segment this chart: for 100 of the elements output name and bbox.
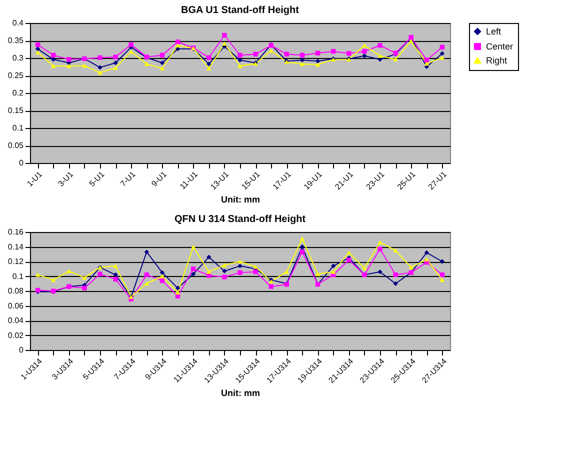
point [238,64,242,68]
point [190,266,196,272]
x-axis-title: Unit: mm [221,194,260,205]
point [50,278,56,282]
point [362,54,367,58]
point [238,264,242,268]
y-tick-label: 0.12 [8,257,24,266]
point [113,66,118,70]
point [35,46,40,52]
point [268,48,274,53]
y-tick-label: 0.02 [8,330,24,340]
point [362,43,367,48]
point [378,240,382,244]
point [222,274,227,280]
point [253,264,258,269]
point [330,270,336,274]
point [424,58,430,62]
y-tick-label: 0.1 [12,272,24,281]
point [315,50,320,56]
point [190,272,196,276]
point [144,62,150,66]
point [206,254,212,260]
point [346,258,352,262]
y-tick-label: 0.25 [8,71,24,80]
point [98,55,102,60]
point [440,56,445,60]
point [113,276,118,282]
point [175,290,180,295]
point [128,42,134,48]
legend-label: Right [486,56,508,66]
point [66,57,72,62]
point [393,57,398,62]
point [98,65,102,70]
point [222,32,227,38]
point [378,246,382,252]
point [393,272,398,278]
point [113,272,118,278]
point [50,52,56,58]
point [300,58,305,62]
point [82,276,87,280]
point [35,42,40,48]
legend-label: Center [486,42,514,52]
point [144,282,150,286]
point [113,264,118,268]
chart-title: QFN U 314 Stand-off Height [174,214,306,225]
point [113,60,118,66]
point [175,43,180,48]
point [160,278,165,284]
y-tick-label: 0.14 [8,242,24,252]
point [362,49,367,54]
point [190,244,196,249]
point [346,51,352,56]
point [238,52,242,58]
point [160,52,165,58]
point [424,250,430,255]
y-tick-label: 0.2 [12,88,24,98]
point [300,244,305,250]
x-axis-title: Unit: mm [221,388,260,398]
point [206,270,212,274]
y-tick-label: 0.15 [8,106,24,115]
y-tick-label: 0.4 [12,18,24,28]
point [98,272,102,276]
point [378,54,382,58]
point [238,58,242,62]
point [315,272,320,276]
point [424,257,430,262]
point [144,272,150,278]
point [175,286,180,290]
point [393,281,398,286]
point [66,269,72,274]
y-tick-label: 0.06 [8,301,24,310]
point [268,284,274,289]
point [440,51,445,56]
y-tick-label: 0.04 [8,316,24,325]
point [378,269,382,274]
y-tick-label: 0 [19,346,24,354]
point [66,64,72,68]
y-tick-label: 0.3 [12,54,24,62]
y-tick-label: 0.05 [8,141,24,150]
point [300,62,305,66]
y-tick-label: 0.1 [12,124,24,132]
point [82,286,87,290]
point [50,64,56,68]
y-tick-label: 0 [19,158,24,168]
y-tick-label: 0.35 [8,36,24,45]
point [113,54,118,60]
point [300,52,305,58]
point [393,248,398,252]
point [440,259,445,264]
point [300,236,305,241]
point [238,270,242,275]
point [440,278,445,282]
point [300,250,305,254]
point [206,66,212,71]
point [440,44,445,50]
y-tick-label: 0.16 [8,228,24,236]
point [206,55,212,60]
point [160,60,165,66]
point [238,259,242,264]
point [362,266,367,270]
